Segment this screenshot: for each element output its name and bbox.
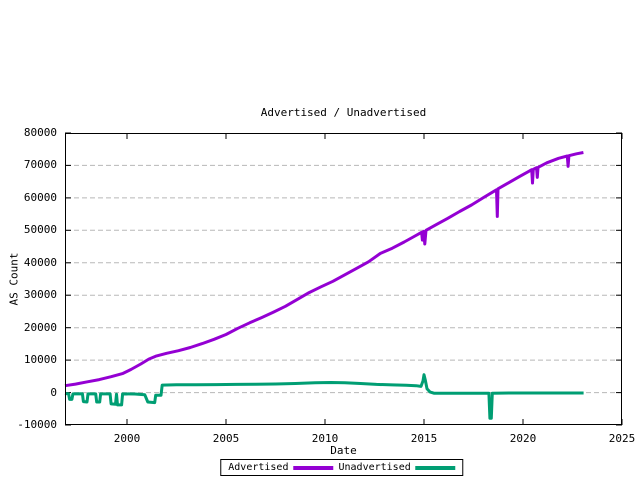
legend-entry-advertised: Advertised <box>228 462 334 473</box>
legend-entry-unadvertised: Unadvertised <box>338 462 456 473</box>
x-tick-label: 2020 <box>509 432 537 445</box>
x-tick-label: 2025 <box>608 432 636 445</box>
advertised-line <box>64 151 584 388</box>
y-tick-label: 40000 <box>23 255 57 269</box>
chart-title: Advertised / Unadvertised <box>260 106 427 119</box>
x-tick-label: 2005 <box>212 432 240 445</box>
y-tick-label: 50000 <box>23 223 57 237</box>
y-tick-label: 20000 <box>23 320 57 334</box>
y-tick-label: 0 <box>50 385 57 399</box>
y-tick-label: 10000 <box>23 353 57 367</box>
x-tick-label: 2000 <box>113 432 141 445</box>
legend-label-advertised: Advertised <box>228 462 289 473</box>
legend: Advertised Unadvertised <box>220 459 464 476</box>
y-tick-label: 70000 <box>23 158 57 172</box>
y-tick-label: 60000 <box>23 190 57 204</box>
plot-area <box>64 132 623 426</box>
x-tick-label: 2015 <box>410 432 438 445</box>
y-tick-label: -10000 <box>17 418 57 431</box>
x-axis-label: Date <box>330 444 357 457</box>
unadvertised-line-swatch <box>415 465 456 470</box>
legend-label-unadvertised: Unadvertised <box>338 462 411 473</box>
y-tick-label: 30000 <box>23 288 57 302</box>
advertised-line-swatch <box>293 465 334 470</box>
x-tick-label: 2010 <box>311 432 339 445</box>
y-tick-label: 80000 <box>23 126 57 139</box>
plot-border <box>65 133 622 425</box>
unadvertised-line <box>64 373 584 420</box>
